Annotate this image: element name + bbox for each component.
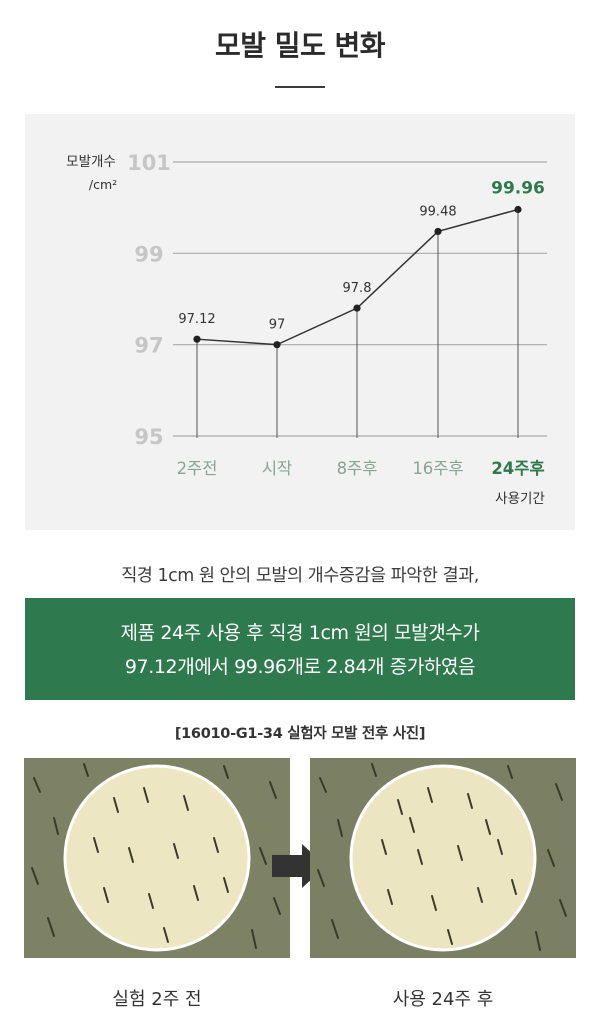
x-tick-label-0: 2주전 [177,459,218,478]
after-photo-label: 사용 24주 후 [392,989,494,1010]
finding-text: 직경 1cm 원 안의 모발의 개수증감을 파악한 결과, [121,566,479,586]
photo-caption: [16010-G1-34 실험자 모발 전후 사진] [174,726,426,742]
data-label-1: 97 [269,318,286,333]
y-axis-label-count: 모발개수 [66,154,116,170]
title-divider [275,86,325,88]
data-point-3 [434,227,442,236]
data-point-1 [273,341,281,349]
data-label-2: 97.8 [343,281,372,296]
data-point-0 [193,335,201,343]
y-tick-label-101: 101 [127,151,171,175]
hair-density-chart: 모발개수 /cm² 사용기간 95 97 99 101 97.12 2주전 97 시작 97.… [25,114,575,530]
data-point-4 [514,205,522,214]
page-title: 모발 밀도 변화 [214,29,386,62]
x-tick-label-2: 8주후 [337,459,378,478]
x-tick-label-4: 24주후 [491,458,544,478]
after-photo [310,758,576,958]
result-line-2: 97.12개에서 99.96개로 2.84개 증가하였음 [124,656,476,678]
x-tick-label-3: 16주후 [412,459,463,478]
y-tick-label-99: 99 [134,242,163,266]
x-tick-label-1: 시작 [262,459,292,478]
result-line-1: 제품 24주 사용 후 직경 1cm 원의 모발갯수가 [120,622,480,644]
data-point-2 [353,304,361,312]
data-label-0: 97.12 [178,312,215,327]
y-tick-label-95: 95 [134,425,163,449]
result-banner: 제품 24주 사용 후 직경 1cm 원의 모발갯수가 97.12개에서 99.… [25,598,575,700]
y-axis-label-unit: /cm² [89,177,117,192]
before-photo-label: 실험 2주 전 [112,989,202,1010]
data-label-4: 99.96 [491,178,545,198]
x-axis-label: 사용기간 [495,491,545,507]
y-tick-label-97: 97 [134,334,163,358]
data-label-3: 99.48 [419,204,456,219]
before-photo [24,758,290,958]
